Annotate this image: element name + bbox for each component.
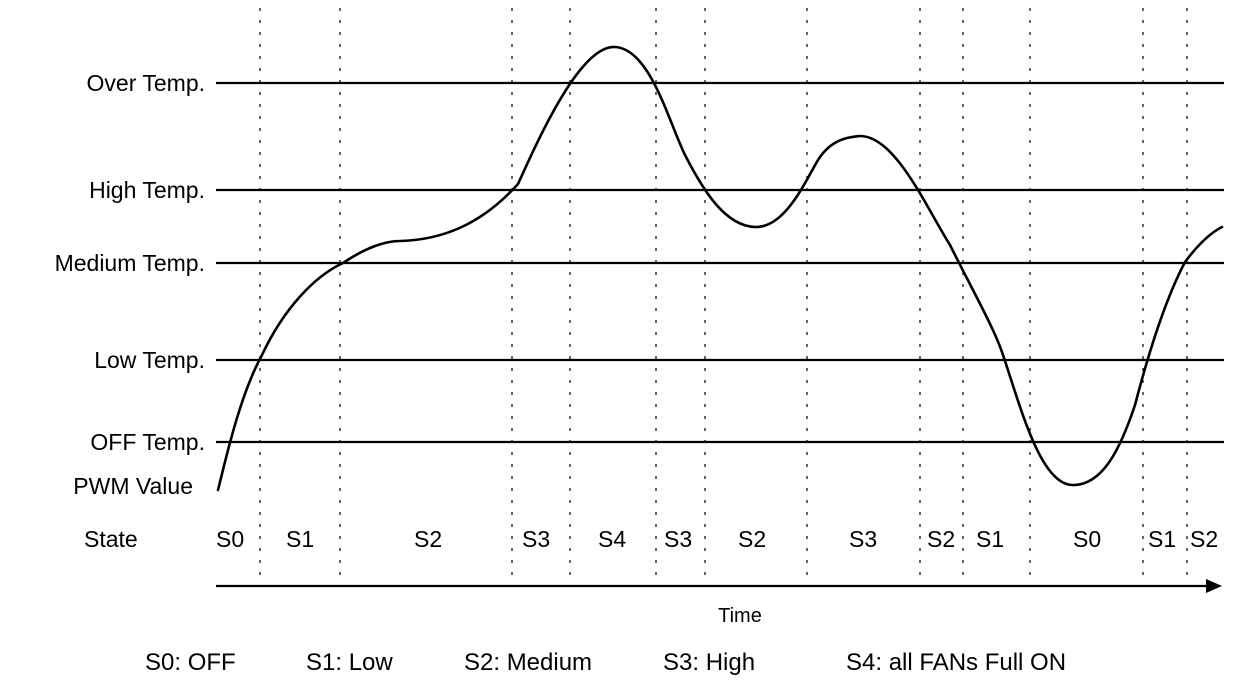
over-temp-label: Over Temp. <box>87 70 205 96</box>
legend-s1: S1: Low <box>306 649 393 676</box>
pwm-temperature-curve <box>216 45 1224 492</box>
legend-s4: S4: all FANs Full ON <box>846 649 1066 676</box>
threshold-lines <box>216 81 1224 444</box>
high-temp-label: High Temp. <box>89 177 205 203</box>
state-label: S3 <box>664 526 692 552</box>
off-temp-label: OFF Temp. <box>90 429 205 455</box>
state-row-label: State <box>84 526 138 552</box>
time-axis: Time <box>216 579 1222 627</box>
state-row: State S0 S1 S2 S3 S4 S3 S2 S3 S2 S1 S0 S… <box>84 526 1218 552</box>
state-label: S3 <box>849 526 877 552</box>
state-label: S2 <box>738 526 766 552</box>
legend-s2: S2: Medium <box>464 649 592 676</box>
medium-temp-label: Medium Temp. <box>55 250 205 276</box>
state-label: S3 <box>522 526 550 552</box>
legend-s0: S0: OFF <box>145 649 236 676</box>
time-arrow-head <box>1206 579 1222 593</box>
state-boundaries <box>259 8 1188 580</box>
threshold-labels: Over Temp. High Temp. Medium Temp. Low T… <box>55 70 205 499</box>
time-label: Time <box>718 605 762 627</box>
legend-s3: S3: High <box>663 649 755 676</box>
state-label: S0 <box>1073 526 1101 552</box>
state-label: S0 <box>216 526 244 552</box>
state-label: S4 <box>598 526 626 552</box>
pwm-value-label: PWM Value <box>73 473 193 499</box>
state-label: S1 <box>1148 526 1176 552</box>
state-label: S1 <box>976 526 1004 552</box>
state-label: S1 <box>286 526 314 552</box>
low-temp-label: Low Temp. <box>94 347 205 373</box>
state-label: S2 <box>414 526 442 552</box>
state-label: S2 <box>927 526 955 552</box>
state-label: S2 <box>1190 526 1218 552</box>
state-legend: S0: OFF S1: Low S2: Medium S3: High S4: … <box>145 649 1066 676</box>
